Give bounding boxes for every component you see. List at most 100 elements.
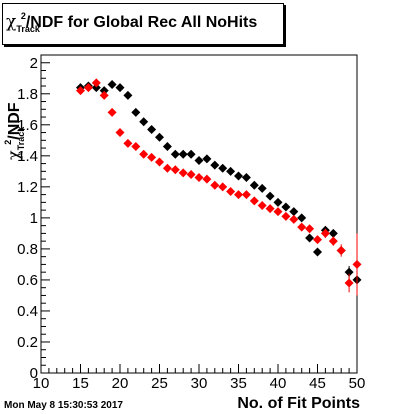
data-point bbox=[99, 86, 109, 96]
y-tick-label: 0.4 bbox=[17, 303, 38, 320]
data-point bbox=[328, 228, 338, 238]
data-point bbox=[194, 155, 204, 165]
ylabel-chi-symbol: χ bbox=[4, 150, 23, 160]
data-point bbox=[313, 235, 322, 245]
data-point bbox=[226, 187, 236, 197]
data-point bbox=[234, 171, 243, 181]
data-point bbox=[210, 180, 220, 190]
data-point bbox=[241, 190, 251, 200]
data-point bbox=[352, 259, 362, 269]
data-point bbox=[202, 154, 212, 164]
title-subscript: Track bbox=[16, 24, 40, 34]
data-point bbox=[155, 132, 164, 142]
x-tick-label: 20 bbox=[112, 375, 129, 392]
data-point bbox=[289, 207, 299, 217]
x-tick-label: 35 bbox=[230, 375, 247, 392]
title-chi-symbol: χ bbox=[6, 12, 17, 32]
data-point bbox=[313, 247, 322, 257]
plot-area-border bbox=[40, 54, 358, 374]
x-tick-label: 30 bbox=[191, 375, 208, 392]
data-point bbox=[115, 128, 125, 138]
data-point bbox=[328, 236, 338, 246]
data-point bbox=[186, 149, 196, 159]
data-point bbox=[170, 165, 180, 175]
data-point bbox=[147, 152, 157, 162]
data-point bbox=[297, 222, 307, 232]
data-point bbox=[218, 182, 228, 192]
data-point bbox=[186, 169, 196, 179]
ylabel-subscript: Track bbox=[16, 126, 26, 151]
data-point bbox=[249, 196, 259, 206]
data-point bbox=[115, 83, 125, 93]
data-point bbox=[234, 190, 243, 200]
y-tick-label: 1.2 bbox=[17, 179, 38, 196]
data-point bbox=[162, 163, 172, 173]
x-tick-label: 40 bbox=[270, 375, 287, 392]
title-box: χTrack 2/NDF for Global Rec All NoHits bbox=[2, 3, 284, 45]
data-point bbox=[257, 183, 267, 193]
data-point bbox=[257, 200, 267, 210]
data-point bbox=[305, 233, 315, 243]
data-point bbox=[336, 245, 346, 255]
x-tick-label: 25 bbox=[151, 375, 168, 392]
data-point bbox=[202, 174, 212, 184]
data-point bbox=[226, 166, 236, 176]
series-layer bbox=[76, 78, 362, 296]
data-point bbox=[131, 142, 141, 152]
y-tick-label: 0.8 bbox=[17, 241, 38, 258]
y-tick-label: 0 bbox=[30, 365, 38, 382]
data-point bbox=[344, 278, 354, 288]
data-point bbox=[320, 228, 330, 238]
data-point bbox=[162, 142, 172, 152]
y-tick-label: 1.6 bbox=[17, 117, 38, 134]
x-axis-label: No. of Fit Points bbox=[237, 395, 360, 412]
data-point bbox=[107, 107, 117, 117]
data-point bbox=[289, 214, 299, 224]
data-point bbox=[210, 160, 220, 170]
title-text: /NDF for Global Rec All NoHits bbox=[25, 14, 258, 31]
y-tick-label: 0.6 bbox=[17, 272, 38, 289]
y-axis-label: χTrack2/NDF bbox=[3, 102, 26, 160]
title-superscript: 2 bbox=[20, 11, 26, 21]
data-point bbox=[123, 90, 133, 100]
data-point bbox=[344, 267, 354, 277]
data-point bbox=[249, 180, 259, 190]
y-tick-label: 1 bbox=[30, 210, 38, 227]
y-tick-label: 1.8 bbox=[17, 86, 38, 103]
data-point bbox=[170, 149, 180, 159]
x-tick-label: 15 bbox=[72, 375, 89, 392]
series-1 bbox=[76, 79, 362, 293]
data-point bbox=[281, 211, 291, 221]
y-tick-label: 1.4 bbox=[17, 148, 38, 165]
y-tick-label: 0.2 bbox=[17, 334, 38, 351]
data-point bbox=[91, 78, 101, 88]
data-point bbox=[241, 173, 251, 183]
data-point bbox=[83, 83, 93, 93]
data-point bbox=[297, 213, 307, 223]
data-point bbox=[147, 124, 157, 134]
data-point bbox=[99, 90, 109, 100]
data-point bbox=[178, 168, 188, 178]
data-point bbox=[273, 207, 283, 217]
data-point bbox=[178, 149, 188, 159]
data-point bbox=[281, 202, 291, 212]
data-point bbox=[155, 157, 164, 167]
x-tick-label: 50 bbox=[349, 375, 366, 392]
data-point bbox=[139, 149, 149, 159]
data-point bbox=[131, 107, 141, 117]
y-axis: 0 0.2 0.4 0.6 0.8 1 1.2 1.4 1.6 1.8 2 bbox=[17, 54, 50, 382]
data-point bbox=[91, 83, 101, 93]
data-point bbox=[123, 138, 133, 148]
y-tick-label: 2 bbox=[30, 55, 38, 72]
x-axis: 10 15 20 25 30 35 40 45 50 bbox=[33, 364, 366, 392]
data-point bbox=[265, 191, 275, 201]
data-point bbox=[265, 204, 275, 214]
data-point bbox=[218, 163, 228, 173]
data-point bbox=[194, 173, 204, 183]
x-tick-label: 45 bbox=[309, 375, 326, 392]
x-tick-label: 10 bbox=[33, 375, 50, 392]
data-point bbox=[139, 117, 149, 127]
timestamp: Mon May 8 15:30:53 2017 bbox=[4, 400, 123, 411]
